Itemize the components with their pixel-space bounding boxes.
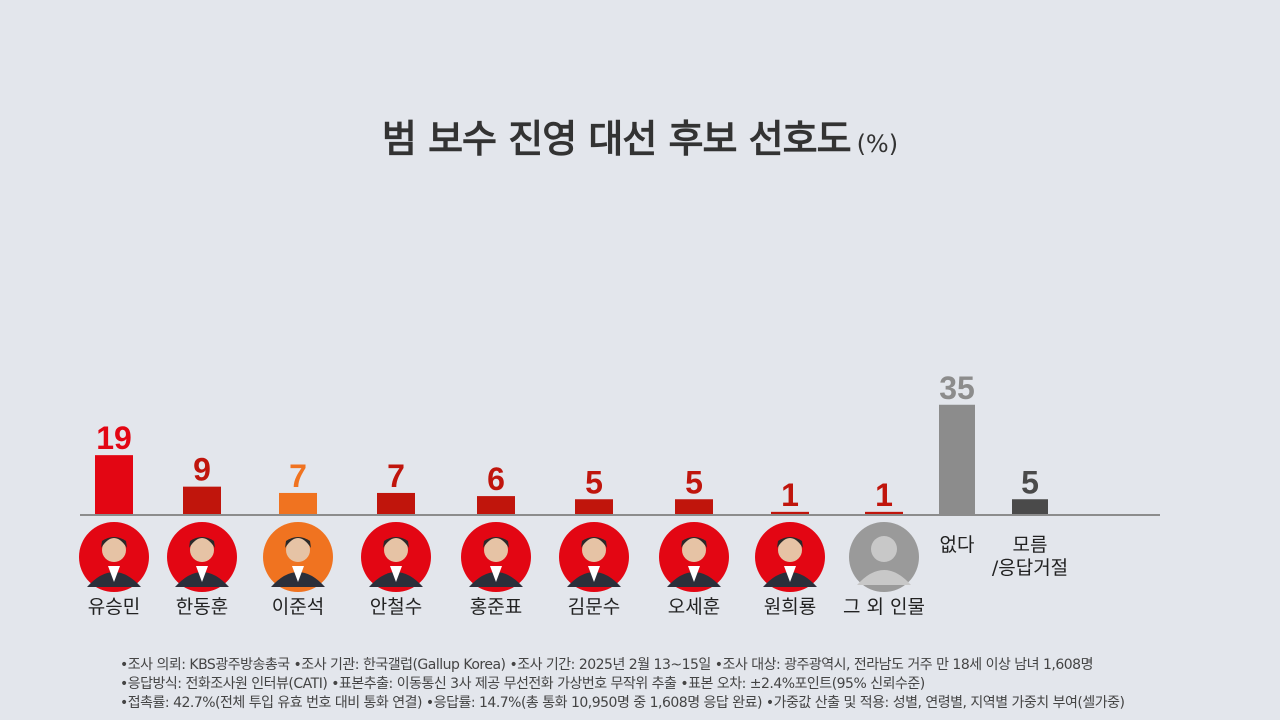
bar-value-label: 19 [96,420,132,456]
category-label: 김문수 [568,596,620,618]
bar-value-label: 5 [1021,464,1039,500]
bar-value-label: 5 [585,464,603,500]
bar [183,486,221,515]
category-label: 한동훈 [176,596,228,618]
bar [675,499,713,515]
candidate-avatar [755,522,825,592]
survey-note-line-1: •조사 의뢰: KBS광주방송총국 •조사 기관: 한국갤럽(Gallup Ko… [120,657,1093,673]
bar [279,492,317,515]
bar [865,511,903,515]
bar [477,496,515,515]
candidate-avatar [659,522,729,592]
bar-value-label: 35 [939,370,975,406]
bar-value-label: 1 [875,477,893,513]
survey-notes: •조사 의뢰: KBS광주방송총국 •조사 기관: 한국갤럽(Gallup Ko… [120,656,1260,713]
bar-value-label: 7 [289,458,307,494]
chart-unit: (%) [856,130,899,158]
chart-title: 범 보수 진영 대선 후보 선호도 (%) [0,108,1280,163]
candidate-avatar [559,522,629,592]
candidate-avatar [167,522,237,592]
category-label: 홍준표 [470,596,522,618]
bar-value-label: 9 [193,452,211,488]
candidate-avatar [461,522,531,592]
bar-chart: 19 9 7 7 6 5 5 1 1 35 5 유승민 한동훈 이준석 안철수 홍준표 김문수 오세훈 원희룡 그 외… [79,370,1160,618]
silhouette-avatar [849,522,919,592]
category-label: 모름/응답거절 [992,534,1068,579]
bar [95,455,133,515]
category-label: 안철수 [370,596,422,618]
category-label: 없다 [940,534,975,556]
bar-value-label: 7 [387,458,405,494]
survey-note-line-3: •접촉률: 42.7%(전체 투입 유효 번호 대비 통화 연결) •응답률: … [120,695,1125,711]
candidate-avatar [263,522,333,592]
category-label: 그 외 인물 [843,596,925,618]
bar-value-label: 1 [781,477,799,513]
bar [939,404,975,515]
bar-value-label: 5 [685,464,703,500]
candidate-avatar [79,522,149,592]
bar [1012,499,1048,515]
bar [771,511,809,515]
bar-value-label: 6 [487,461,505,497]
category-label: 원희룡 [764,596,816,618]
category-label: 오세훈 [668,596,720,618]
category-label: 유승민 [88,596,140,618]
candidate-avatar [361,522,431,592]
survey-note-line-2: •응답방식: 전화조사원 인터뷰(CATI) •표본추출: 이동통신 3사 제공… [120,676,925,692]
category-label: 이준석 [272,596,324,618]
bar [377,492,415,515]
chart-title-text: 범 보수 진영 대선 후보 선호도 [381,117,852,161]
bar [575,499,613,515]
